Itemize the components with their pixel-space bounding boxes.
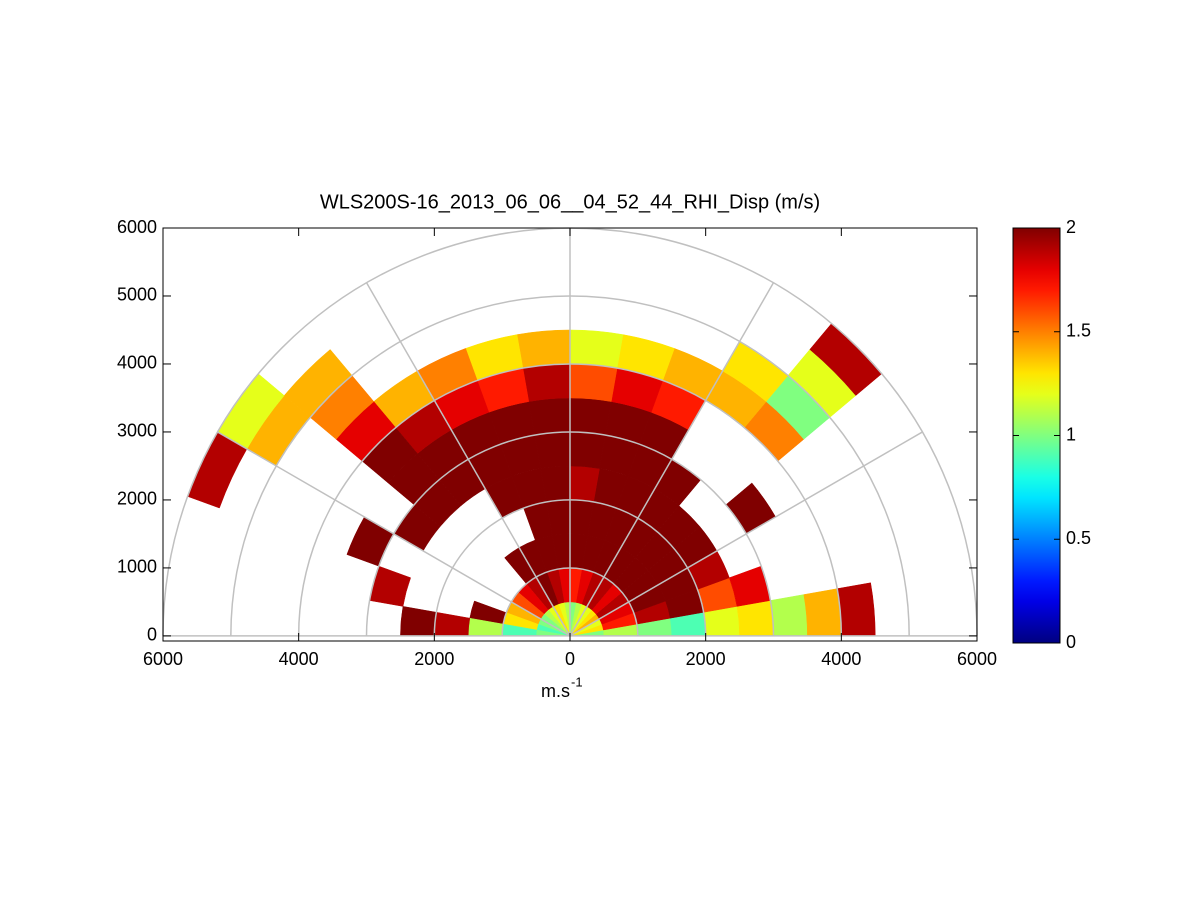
heat-cell [522, 363, 571, 402]
heat-cell [803, 588, 842, 637]
heat-cell [569, 329, 624, 369]
heat-cell [836, 582, 876, 637]
heat-cell [770, 594, 808, 637]
x-tick-label: 2000 [686, 649, 726, 669]
colorbar [1012, 227, 1061, 644]
y-tick-label: 5000 [117, 285, 157, 305]
x-tick-label: 2000 [414, 649, 454, 669]
x-tick-label: 4000 [821, 649, 861, 669]
x-tick-label: 0 [565, 649, 575, 669]
x-axis-label: m.s [541, 681, 570, 701]
colorbar-tick-label: 1 [1066, 424, 1076, 444]
heat-cell [534, 431, 571, 469]
heat-cell [736, 600, 774, 637]
heat-cell [569, 431, 606, 469]
y-tick-label: 6000 [117, 217, 157, 237]
colorbar-tick-label: 0.5 [1066, 528, 1091, 548]
y-tick-label: 4000 [117, 353, 157, 373]
angle-spoke [365, 282, 571, 637]
y-tick-label: 2000 [117, 489, 157, 509]
heat-cell [528, 397, 571, 436]
x-tick-label: 4000 [279, 649, 319, 669]
data-cells [187, 323, 883, 637]
chart-title: WLS200S-16_2013_06_06__04_52_44_RHI_Disp… [320, 191, 820, 213]
angle-spoke [569, 431, 923, 637]
colorbar-tick-label: 2 [1066, 217, 1076, 237]
angle-spoke [217, 431, 571, 637]
x-tick-label: 6000 [143, 649, 183, 669]
y-tick-label: 3000 [117, 421, 157, 441]
heat-cell [569, 363, 618, 402]
x-tick-label: 6000 [957, 649, 997, 669]
colorbar-tick-label: 1.5 [1066, 321, 1091, 341]
colorbar-tick-label: 0 [1066, 632, 1076, 652]
heat-cell [569, 397, 612, 436]
angle-spoke [569, 282, 775, 637]
heat-cell [516, 329, 571, 369]
y-tick-label: 0 [147, 625, 157, 645]
y-tick-label: 1000 [117, 557, 157, 577]
x-axis-label-superscript: -1 [571, 674, 583, 689]
